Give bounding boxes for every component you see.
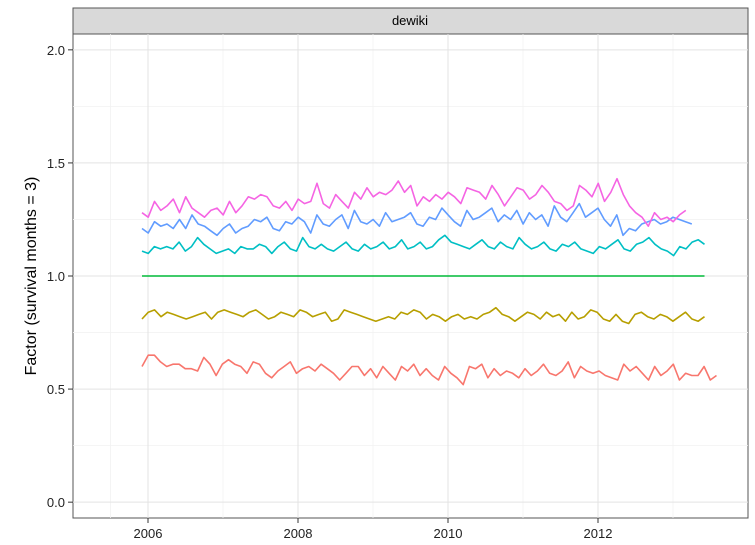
gridlines <box>73 34 748 518</box>
x-tick-label: 2008 <box>284 526 313 541</box>
x-tick-label: 2006 <box>134 526 163 541</box>
y-axis-title: Factor (survival months = 3) <box>23 177 40 376</box>
series-line-1 <box>141 354 717 386</box>
series-line-6 <box>141 177 687 227</box>
y-axis: 0.0 0.5 1.0 1.5 2.0 <box>47 43 73 510</box>
series-line-2 <box>141 306 705 325</box>
x-axis: 2006 2008 2010 2012 <box>134 518 613 541</box>
x-tick-label: 2010 <box>434 526 463 541</box>
x-tick-label: 2012 <box>584 526 613 541</box>
series-lines <box>141 177 717 386</box>
y-tick-label: 2.0 <box>47 43 65 58</box>
series-line-5 <box>141 202 693 237</box>
y-tick-label: 1.5 <box>47 156 65 171</box>
y-tick-label: 1.0 <box>47 269 65 284</box>
y-tick-label: 0.5 <box>47 382 65 397</box>
facet-strip: dewiki <box>72 7 749 35</box>
series-line-4 <box>141 234 705 257</box>
facet-strip-label: dewiki <box>392 13 428 28</box>
plot-panel <box>72 33 749 519</box>
y-tick-label: 0.0 <box>47 495 65 510</box>
